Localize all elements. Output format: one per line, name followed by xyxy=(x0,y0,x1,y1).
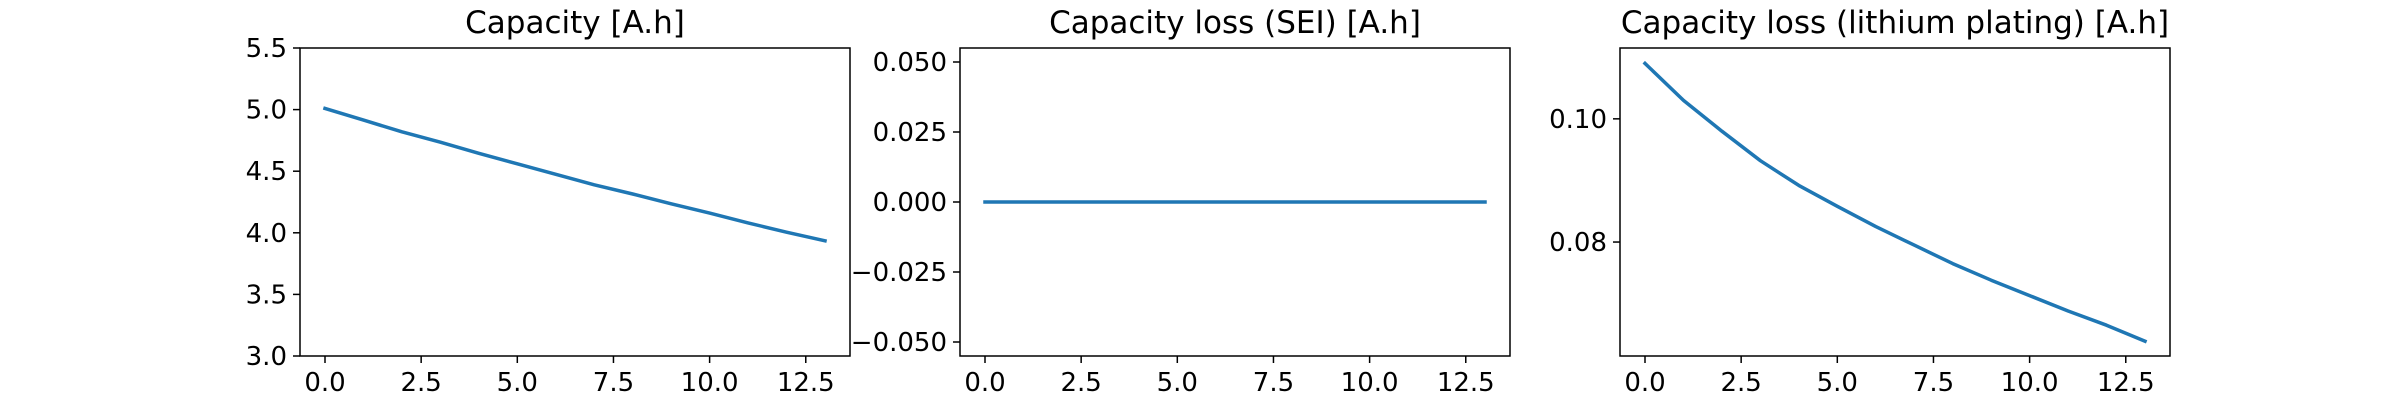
x-tick-label: 0.0 xyxy=(1624,368,1665,398)
subplot-2: 0.0 2.5 5.0 7.5 10.0 12.5 −0.050 −0.025 0.000 0.0… xyxy=(851,5,1511,398)
y-tick-label: 5.5 xyxy=(246,34,287,64)
y-tick-label: 0.000 xyxy=(873,188,947,218)
y-tick-label: 5.0 xyxy=(246,96,287,126)
series-line xyxy=(1642,60,2148,344)
x-tick-label: 5.0 xyxy=(1817,368,1858,398)
y-tick-label: 4.5 xyxy=(246,157,287,187)
x-tick-label: 2.5 xyxy=(1060,368,1101,398)
x-tick-label: 7.5 xyxy=(593,368,634,398)
x-tick-label: 5.0 xyxy=(497,368,538,398)
x-tick-label: 2.5 xyxy=(400,368,441,398)
chart-title: Capacity [A.h] xyxy=(465,5,685,41)
y-tick-label: 3.5 xyxy=(246,280,287,310)
x-tick-label: 0.0 xyxy=(964,368,1005,398)
y-tick-label: 3.0 xyxy=(246,342,287,372)
x-tick-label: 12.5 xyxy=(1437,368,1495,398)
plot-frame xyxy=(299,47,851,357)
subplot-1: 0.0 2.5 5.0 7.5 10.0 12.5 3.0 3.5 4.0 4.5 5.0 5.5 Ca… xyxy=(246,5,851,398)
y-tick-label: −0.025 xyxy=(851,258,947,288)
y-tick-label: −0.050 xyxy=(851,328,947,358)
x-tick-label: 0.0 xyxy=(304,368,345,398)
x-tick-label: 10.0 xyxy=(681,368,739,398)
y-tick-label: 0.08 xyxy=(1549,228,1607,258)
y-tick-label: 0.050 xyxy=(873,48,947,78)
x-tick-label: 10.0 xyxy=(1341,368,1399,398)
chart-title: Capacity loss (lithium plating) [A.h] xyxy=(1621,5,2169,41)
x-tick-label: 12.5 xyxy=(777,368,835,398)
x-tick-label: 10.0 xyxy=(2001,368,2059,398)
x-tick-label: 5.0 xyxy=(1157,368,1198,398)
x-tick-label: 12.5 xyxy=(2097,368,2155,398)
x-tick-label: 2.5 xyxy=(1720,368,1761,398)
chart-title: Capacity loss (SEI) [A.h] xyxy=(1049,5,1421,41)
subplot-3: 0.0 2.5 5.0 7.5 10.0 12.5 0.08 0.10 Capacity los… xyxy=(1549,5,2171,398)
plot-frame xyxy=(1619,47,2171,357)
y-tick-label: 0.10 xyxy=(1549,105,1607,135)
series-line xyxy=(322,106,828,243)
x-tick-label: 7.5 xyxy=(1253,368,1294,398)
y-tick-label: 4.0 xyxy=(246,219,287,249)
y-tick-label: 0.025 xyxy=(873,118,947,148)
x-tick-label: 7.5 xyxy=(1913,368,1954,398)
